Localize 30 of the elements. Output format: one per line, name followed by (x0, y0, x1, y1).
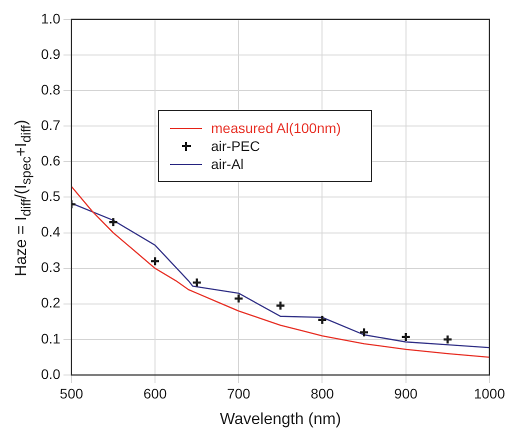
x-tick-label: 700 (226, 385, 251, 402)
point (150, 256, 160, 266)
legend-label: air-PEC (211, 138, 260, 154)
y-tick-label: 0.1 (40, 330, 61, 346)
x-tick-label: 500 (60, 385, 84, 402)
y-tick-label: 0.0 (40, 366, 61, 382)
point (400, 332, 411, 342)
point (317, 314, 328, 325)
x-tick-label: 800 (310, 385, 334, 402)
point (192, 277, 202, 288)
point (234, 293, 244, 304)
legend-label: measured Al(100nm) (211, 120, 341, 136)
point (108, 216, 118, 228)
point (275, 300, 286, 311)
x-tick-label: 900 (394, 385, 418, 402)
point (442, 334, 453, 345)
y-tick-label: 0.6 (40, 152, 61, 168)
point (358, 327, 370, 338)
x-tick-label: 600 (143, 385, 167, 402)
y-tick-label: 0.5 (40, 188, 61, 204)
y-tick-label: 0.4 (40, 224, 61, 240)
y-tick-label: 0.8 (40, 81, 61, 98)
y-tick-label: 0.9 (40, 46, 61, 62)
y-tick-label: 0.7 (40, 116, 61, 133)
x-axis-title: Wavelength (nm) (220, 410, 342, 428)
x-tick-label: 1000 (474, 385, 506, 402)
y-tick-label: 0.2 (40, 294, 61, 311)
y-tick-label: 0.3 (40, 259, 61, 276)
y-tick-label: 1.0 (40, 10, 61, 26)
legend-label: air-Al (211, 156, 244, 172)
